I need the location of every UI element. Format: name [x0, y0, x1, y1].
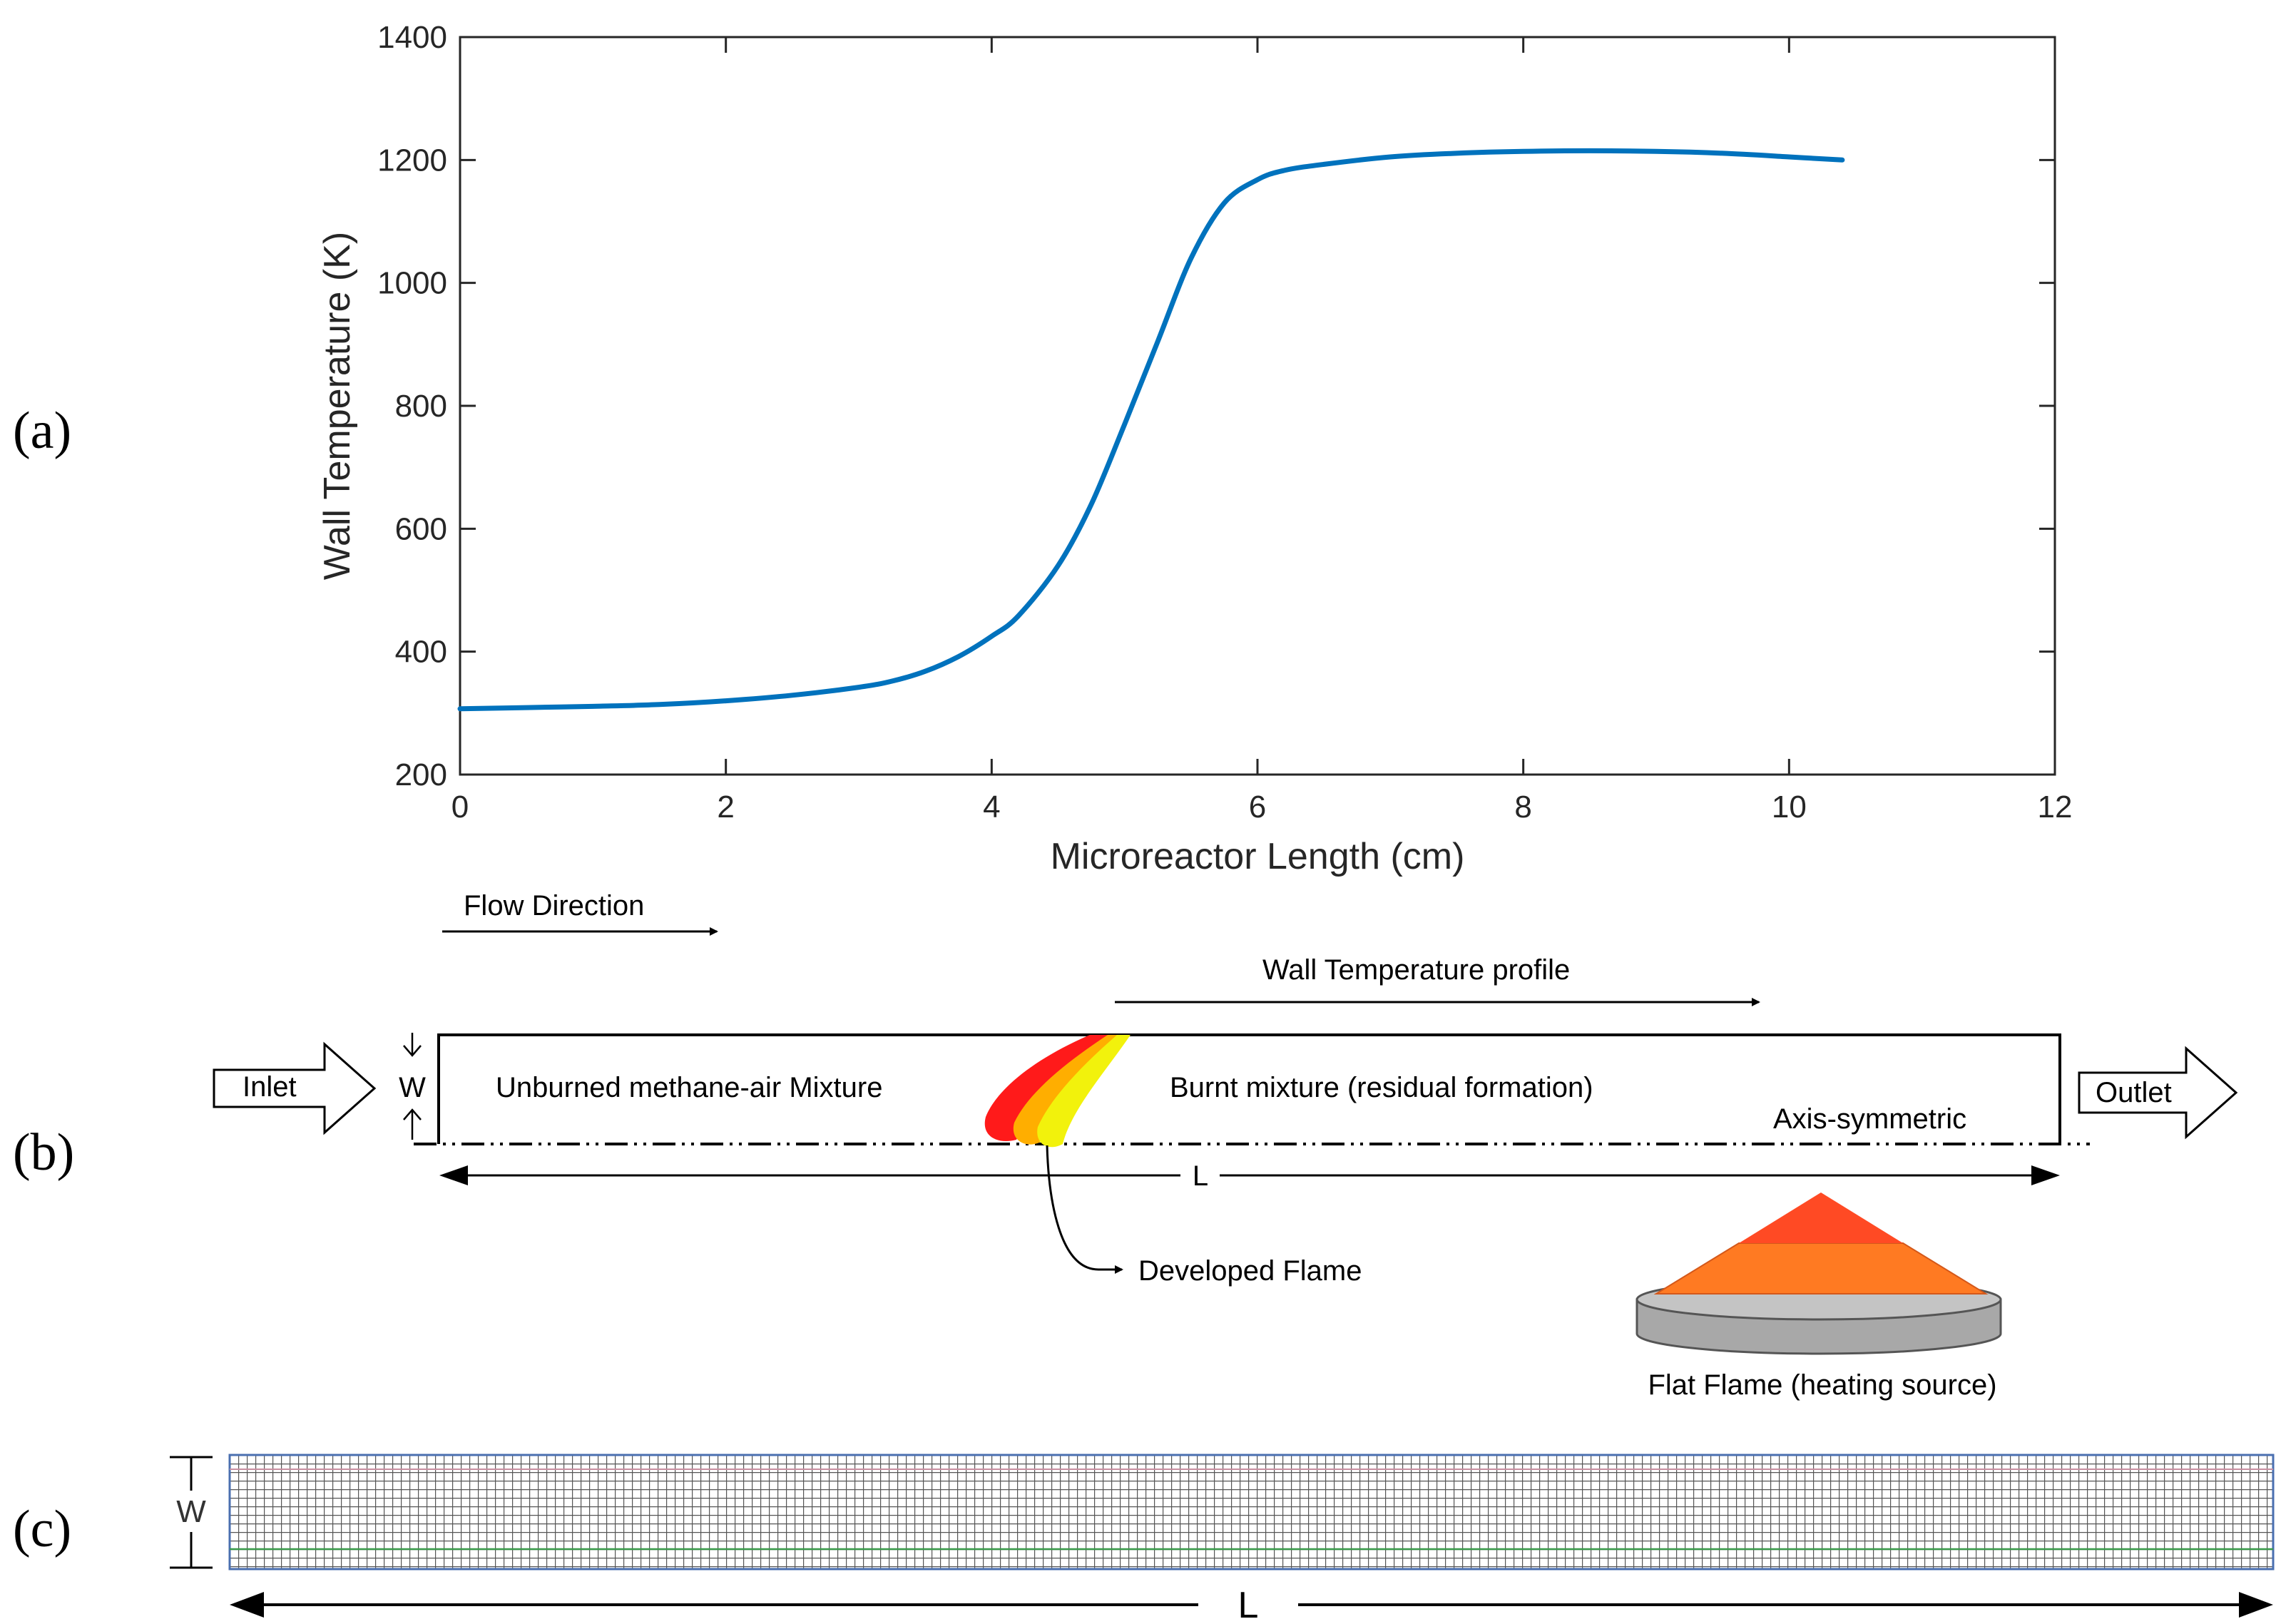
y-tick-label: 400 [395, 635, 447, 670]
x-tick-label: 0 [451, 790, 469, 824]
mesh-width-label: W [176, 1494, 206, 1529]
length-arrow-left-icon [439, 1165, 468, 1185]
wall-profile-label: Wall Temperature profile [1262, 954, 1570, 986]
burnt-mixture-label: Burnt mixture (residual formation) [1170, 1072, 1593, 1103]
y-tick-label: 600 [395, 511, 447, 546]
y-tick-label: 1000 [377, 266, 447, 301]
x-tick-label: 4 [983, 790, 1000, 824]
plot-area [459, 36, 2056, 776]
flow-direction-label: Flow Direction [464, 890, 644, 921]
unburned-mixture-label: Unburned methane-air Mixture [496, 1072, 882, 1103]
x-tick-label: 6 [1249, 790, 1266, 824]
y-tick-label: 1400 [377, 20, 447, 55]
channel-wall [437, 1033, 2061, 1144]
mesh-grid [228, 1454, 2275, 1571]
panel-label-b: (b) [13, 1123, 74, 1182]
y-axis-label: Wall Temperature (K) [317, 232, 358, 580]
developed-flame-icon [984, 1035, 1131, 1148]
developed-flame-leader [1046, 1145, 1123, 1274]
reactor-schematic: Flow Direction Wall Temperature profile … [213, 890, 2238, 1401]
length-label: L [1193, 1160, 1208, 1192]
y-tick-label: 800 [395, 389, 447, 424]
developed-flame-label: Developed Flame [1138, 1255, 1362, 1287]
x-tick-label: 12 [2038, 790, 2073, 824]
y-tick-label: 200 [395, 757, 447, 792]
y-axis-ticks: 200 400 600 800 1000 1200 1400 [377, 20, 2055, 792]
inlet-label: Inlet [243, 1071, 297, 1103]
w-arrow-bottom-icon [403, 1108, 422, 1140]
axis-symmetric-label: Axis-symmetric [1773, 1103, 1966, 1135]
length-arrow-right-icon [2031, 1165, 2060, 1185]
wall-temperature-chart: 0 2 4 6 8 10 12 200 400 600 800 1000 1200 1400 Micro… [317, 20, 2072, 877]
panel-label-a: (a) [13, 402, 71, 460]
x-tick-label: 2 [717, 790, 734, 824]
channel-width-label: W [399, 1072, 426, 1103]
x-axis-ticks: 0 2 4 6 8 10 12 [451, 37, 2073, 824]
mesh-length-label: L [1238, 1585, 1259, 1624]
outlet-arrow-icon [2078, 1046, 2238, 1140]
mesh-length-arrow-right-icon [2239, 1592, 2273, 1618]
w-arrow-top-icon [403, 1033, 422, 1057]
x-tick-label: 8 [1514, 790, 1531, 824]
inlet-arrow-icon [213, 1041, 377, 1135]
mesh-width-label-bg [171, 1491, 211, 1532]
x-axis-label: Microreactor Length (cm) [1051, 836, 1465, 877]
mesh-panel: W L [170, 1454, 2275, 1624]
x-tick-label: 10 [1772, 790, 1807, 824]
wall-temperature-line [457, 148, 1845, 712]
flat-flame-burner-icon [1635, 1193, 2002, 1355]
flat-flame-label: Flat Flame (heating source) [1648, 1369, 1996, 1401]
y-tick-label: 1200 [377, 143, 447, 178]
outlet-label: Outlet [2096, 1077, 2172, 1108]
panel-label-c: (c) [13, 1500, 71, 1558]
mesh-length-arrow-left-icon [230, 1592, 264, 1618]
